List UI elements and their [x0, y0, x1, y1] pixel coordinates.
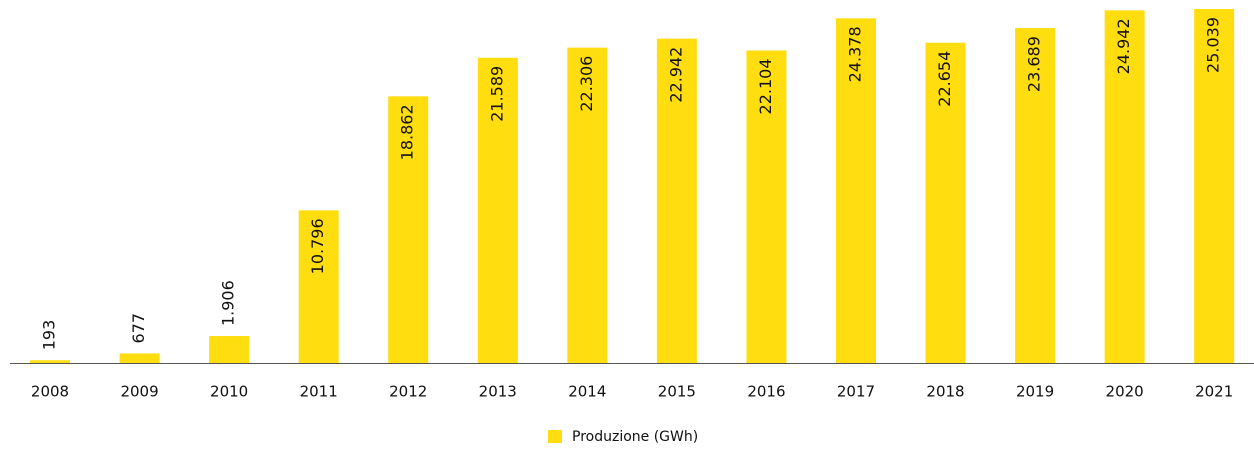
legend-swatch	[548, 430, 562, 443]
value-label: 24.942	[1114, 18, 1133, 74]
bar	[1015, 28, 1056, 364]
bar	[835, 18, 876, 363]
value-label: 18.862	[398, 104, 417, 160]
x-tick-label: 2020	[1106, 383, 1144, 401]
x-tick-label: 2012	[389, 383, 427, 401]
x-tick-label: 2009	[120, 383, 158, 401]
value-label: 22.654	[935, 51, 954, 107]
value-label: 10.796	[308, 218, 327, 274]
bar	[477, 57, 518, 363]
bar	[746, 50, 787, 363]
x-tick-label: 2019	[1016, 383, 1054, 401]
value-label: 1.906	[219, 280, 238, 326]
value-label: 22.306	[577, 56, 596, 112]
x-tick-label: 2011	[300, 383, 338, 401]
value-label: 22.104	[756, 58, 775, 114]
x-tick-label: 2010	[210, 383, 248, 401]
x-tick-label: 2008	[31, 383, 69, 401]
bar	[925, 42, 966, 364]
bar	[209, 336, 250, 363]
x-tick-label: 2017	[837, 383, 875, 401]
bar	[119, 353, 160, 363]
x-tick-label: 2018	[926, 383, 964, 401]
value-label: 193	[40, 320, 59, 351]
bar	[388, 96, 429, 364]
bar	[1104, 10, 1145, 364]
x-tick-label: 2016	[747, 383, 785, 401]
value-label: 25.039	[1204, 17, 1223, 73]
x-tick-label: 2021	[1195, 383, 1233, 401]
value-label: 24.378	[845, 26, 864, 82]
x-tick-label: 2013	[479, 383, 517, 401]
x-tick-label: 2015	[658, 383, 696, 401]
bar	[567, 47, 608, 363]
value-label: 23.689	[1025, 36, 1044, 92]
legend-label: Produzione (GWh)	[572, 429, 698, 445]
bar	[1194, 9, 1235, 363]
x-tick-label: 2014	[568, 383, 606, 401]
bar	[298, 210, 339, 363]
value-label: 21.589	[487, 66, 506, 122]
value-label: 677	[129, 313, 148, 344]
bar	[656, 38, 697, 363]
bar	[30, 360, 71, 363]
value-label: 22.942	[666, 47, 685, 103]
